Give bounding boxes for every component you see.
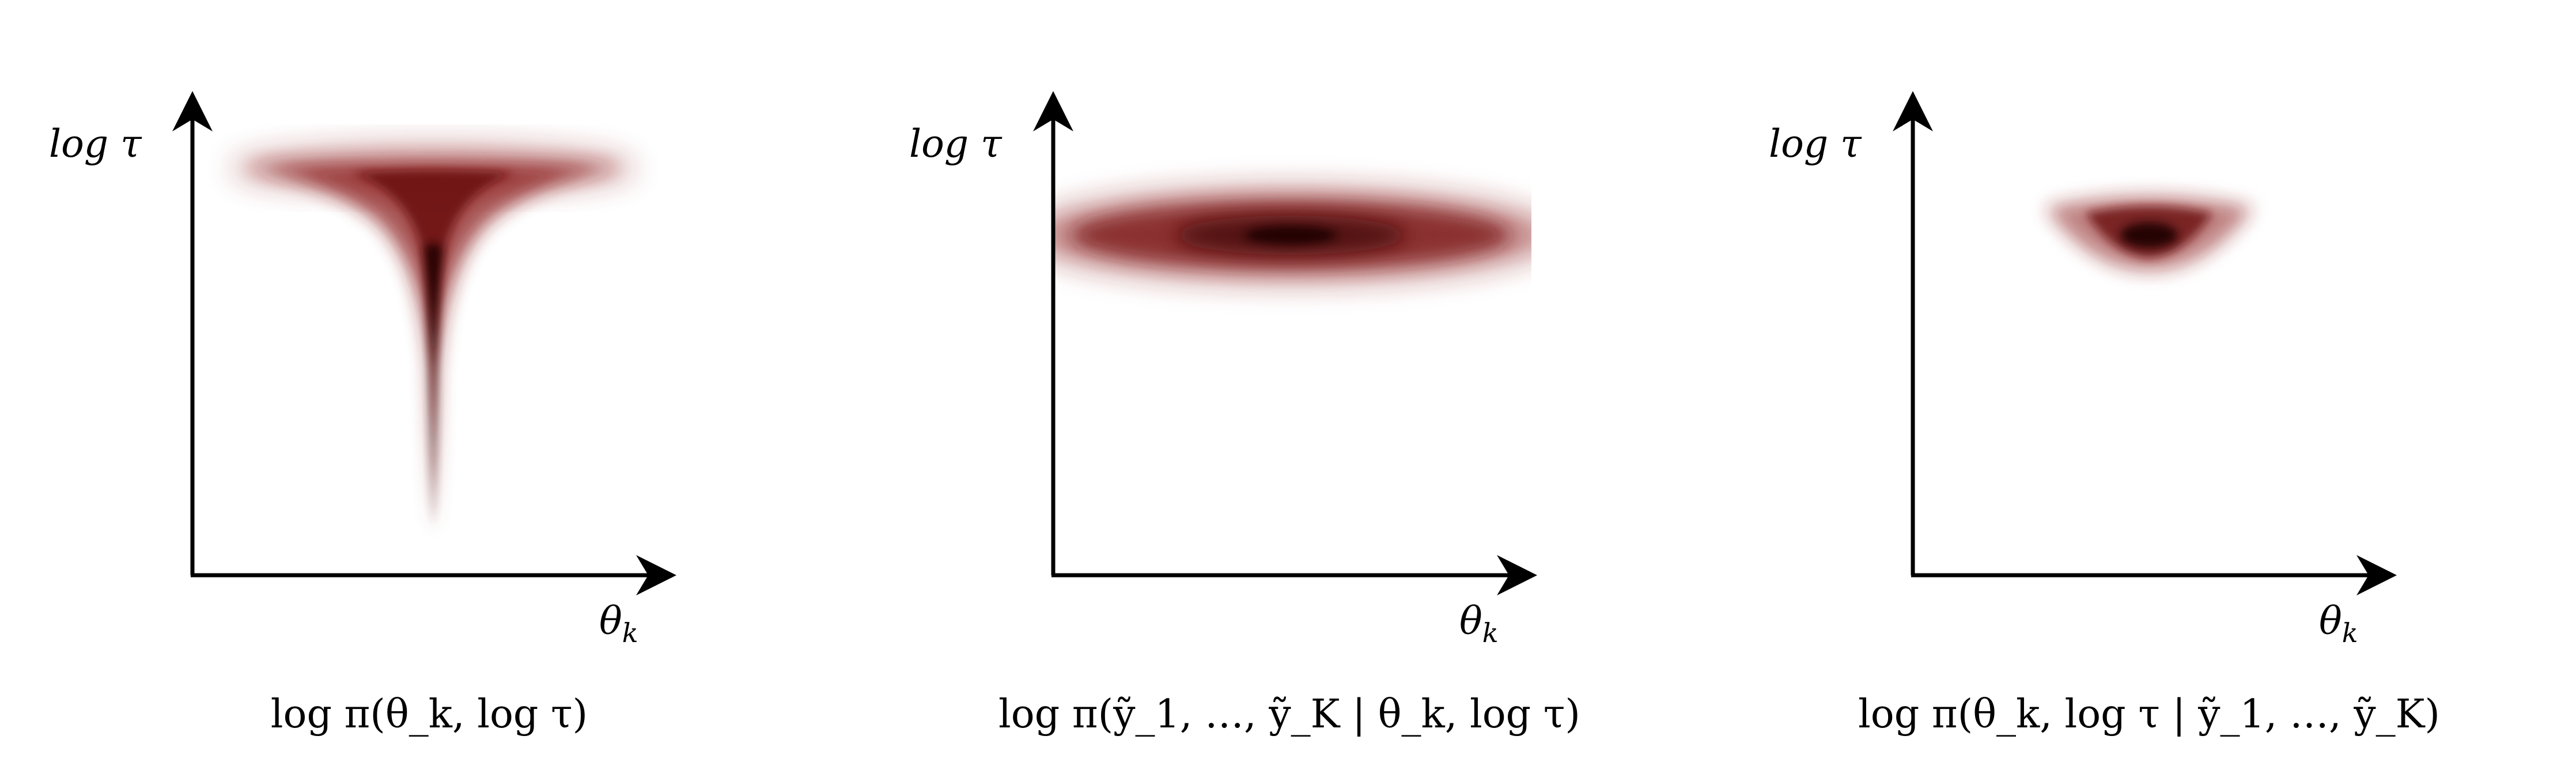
panel-posterior: log τ θk log π(θ_k, log τ | ỹ_1, …, ỹ_K) xyxy=(1769,91,2440,737)
x-axis-label: θk xyxy=(1459,599,1499,648)
panel-likelihood: log τ θk log π(ỹ_1, …, ỹ_K | θ_k, log τ) xyxy=(909,91,1580,737)
panel-prior: log τ θk log π(θ_k, log τ) xyxy=(49,91,676,737)
panel-caption: log π(ỹ_1, …, ỹ_K | θ_k, log τ) xyxy=(998,692,1580,737)
panel-caption: log π(θ_k, log τ | ỹ_1, …, ỹ_K) xyxy=(1858,692,2440,737)
x-axis-label: θk xyxy=(599,599,638,648)
y-axis-label: log τ xyxy=(1769,122,1862,166)
posterior-density xyxy=(2045,196,2253,271)
funnel-density xyxy=(232,146,635,536)
x-axis-label: θk xyxy=(2319,599,2358,648)
panel-caption: log π(θ_k, log τ) xyxy=(271,692,588,737)
ellipse-density xyxy=(1053,189,1531,281)
y-axis-label: log τ xyxy=(49,122,142,166)
y-axis-label: log τ xyxy=(909,122,1003,166)
